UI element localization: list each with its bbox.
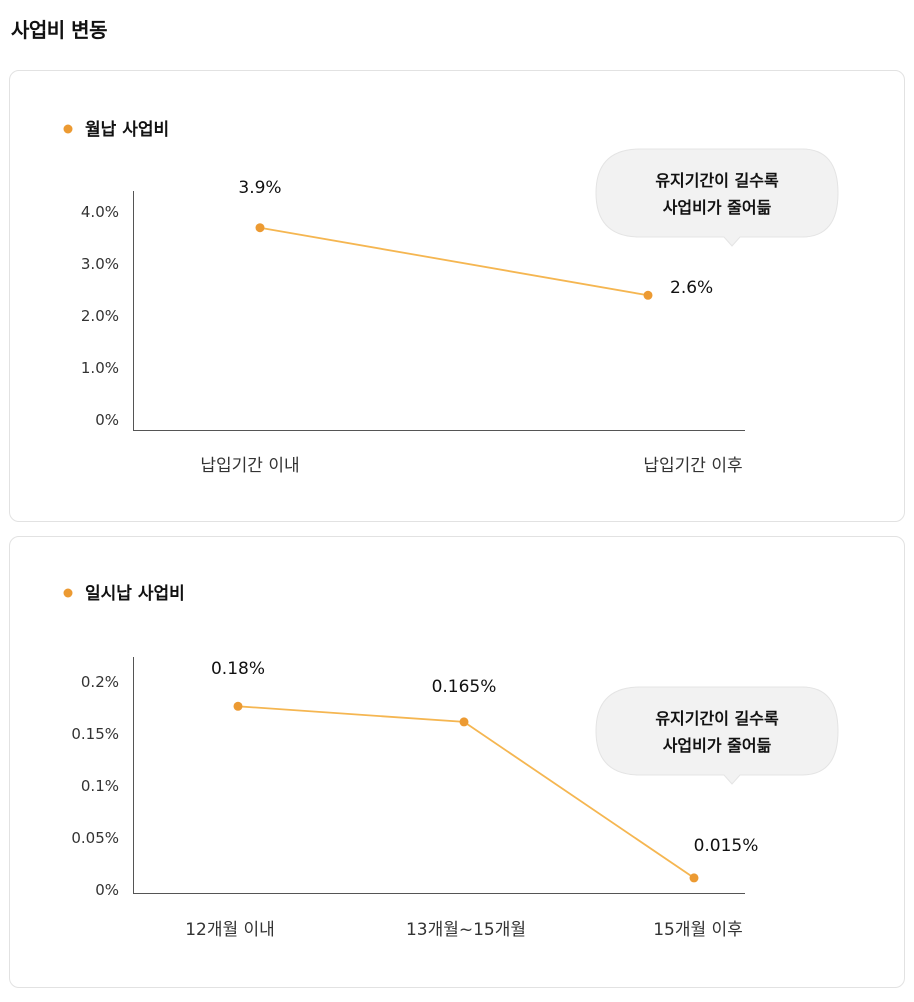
y-tick-labels: 0.2% 0.15% 0.1% 0.05% 0% — [71, 673, 119, 899]
speech-bubble-shape — [595, 686, 839, 785]
annotation-line: 유지기간이 길수록 — [655, 709, 779, 728]
x-tick-label: 12개월 이내 — [185, 920, 275, 940]
data-point — [643, 290, 653, 300]
y-tick-label: 0.15% — [71, 725, 119, 743]
y-tick-label: 0% — [95, 411, 119, 429]
single-payment-cost-card: 일시납 사업비 0.2% 0.15% 0.1% 0.05% 0% 0.18% 0… — [9, 536, 905, 988]
series-line — [259, 226, 649, 297]
monthly-cost-chart: 월납 사업비 4.0% 3.0% 2.0% 1.0% 0% 3.9% 2.6% … — [63, 120, 839, 476]
legend-dot — [63, 588, 73, 598]
data-point — [459, 717, 469, 727]
data-label: 0.015% — [694, 836, 759, 856]
y-tick-label: 1.0% — [81, 359, 119, 377]
data-label: 2.6% — [670, 278, 713, 298]
y-tick-label: 0.05% — [71, 829, 119, 847]
y-tick-label: 0% — [95, 881, 119, 899]
y-tick-label: 0.2% — [81, 673, 119, 691]
data-point — [255, 223, 265, 233]
annotation-bubble: 유지기간이 길수록 사업비가 줄어듦 — [595, 686, 839, 785]
y-tick-labels: 4.0% 3.0% 2.0% 1.0% 0% — [81, 203, 119, 429]
speech-bubble-shape — [595, 148, 839, 247]
annotation-line: 사업비가 줄어듦 — [663, 198, 772, 217]
data-point — [689, 873, 699, 883]
data-point — [233, 701, 243, 711]
y-tick-label: 2.0% — [81, 307, 119, 325]
x-tick-label: 납입기간 이내 — [200, 456, 299, 476]
data-label: 3.9% — [238, 178, 281, 198]
x-tick-label: 15개월 이후 — [653, 920, 743, 940]
y-tick-label: 3.0% — [81, 255, 119, 273]
chart-axes — [133, 657, 745, 894]
annotation-line: 사업비가 줄어듦 — [663, 736, 772, 755]
y-tick-label: 0.1% — [81, 777, 119, 795]
x-tick-label: 납입기간 이후 — [643, 456, 742, 476]
y-tick-label: 4.0% — [81, 203, 119, 221]
data-label: 0.165% — [432, 677, 497, 697]
x-tick-label: 13개월~15개월 — [406, 920, 526, 940]
single-payment-cost-chart: 일시납 사업비 0.2% 0.15% 0.1% 0.05% 0% 0.18% 0… — [63, 584, 839, 940]
chart-axes — [133, 191, 745, 431]
legend-dot — [63, 124, 73, 134]
page-title: 사업비 변동 — [11, 18, 107, 42]
legend-label: 월납 사업비 — [85, 120, 169, 140]
monthly-cost-card: 월납 사업비 4.0% 3.0% 2.0% 1.0% 0% 3.9% 2.6% … — [9, 70, 905, 522]
annotation-line: 유지기간이 길수록 — [655, 171, 779, 190]
legend-label: 일시납 사업비 — [85, 584, 185, 604]
data-label: 0.18% — [211, 659, 265, 679]
annotation-bubble: 유지기간이 길수록 사업비가 줄어듦 — [595, 148, 839, 247]
